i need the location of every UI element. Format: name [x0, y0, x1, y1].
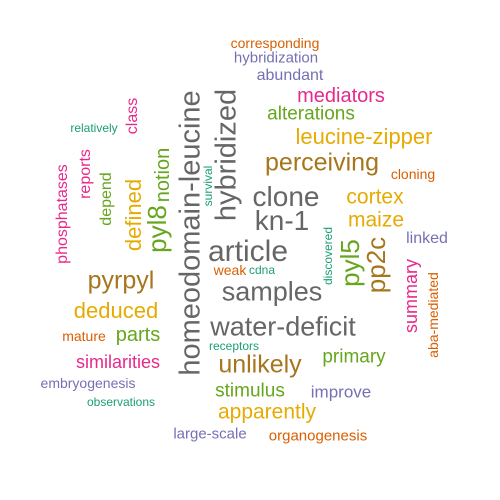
word-similarities: similarities [75, 352, 161, 372]
word-samples: samples [221, 276, 323, 307]
word-pyrpyl: pyrpyl [87, 266, 155, 295]
word-clone: clone [252, 181, 320, 212]
word-organogenesis: organogenesis [268, 427, 368, 445]
word-parts: parts [115, 324, 161, 346]
word-pyl5: pyl5 [335, 239, 365, 287]
word-maize: maize [347, 208, 405, 232]
word-pp2c: pp2c [361, 236, 391, 294]
word-discovered: discovered [321, 226, 335, 286]
word-aba-mediated: aba-mediated [425, 272, 441, 358]
word-summary: summary [401, 258, 421, 334]
word-large-scale: large-scale [173, 425, 247, 443]
word-observations: observations [86, 395, 156, 409]
word-cloning: cloning [390, 166, 436, 182]
word-article: article [207, 235, 289, 268]
word-phosphatases: phosphatases [54, 164, 71, 264]
word-homeodomain-leucine: homeodomain-leucine [174, 90, 207, 376]
word-perceiving: perceiving [265, 148, 379, 177]
word-depend: depend [98, 172, 115, 226]
word-stimulus: stimulus [215, 380, 285, 402]
word-deduced: deduced [73, 298, 159, 323]
word-corresponding: corresponding [230, 35, 320, 51]
word-receptors: receptors [208, 339, 260, 353]
word-cdna: cdna [248, 263, 276, 277]
word-mediators: mediators [297, 85, 385, 107]
word-unlikely: unlikely [218, 350, 302, 379]
word-weak: weak [213, 262, 247, 278]
word-primary: primary [322, 346, 386, 368]
word-hybridization: hybridization [233, 49, 319, 67]
word-leucine-zipper: leucine-zipper [295, 124, 433, 149]
word-linked: linked [406, 230, 448, 247]
word-kn-1: kn-1 [254, 205, 310, 236]
word-class: class [124, 97, 141, 135]
word-water-deficit: water-deficit [210, 311, 356, 342]
word-alterations: alterations [267, 103, 355, 125]
word-apparently: apparently [217, 400, 317, 424]
word-hybridized: hybridized [210, 88, 243, 222]
word-relatively: relatively [70, 121, 118, 135]
word-cortex: cortex [346, 185, 404, 209]
word-embryogenesis: embryogenesis [40, 375, 136, 391]
word-mature: mature [62, 328, 106, 344]
word-notion: notion [152, 147, 174, 203]
word-pyl8: pyl8 [142, 205, 172, 253]
word-improve: improve [310, 382, 372, 402]
word-abundant: abundant [256, 67, 324, 84]
word-reports: reports [77, 149, 94, 199]
